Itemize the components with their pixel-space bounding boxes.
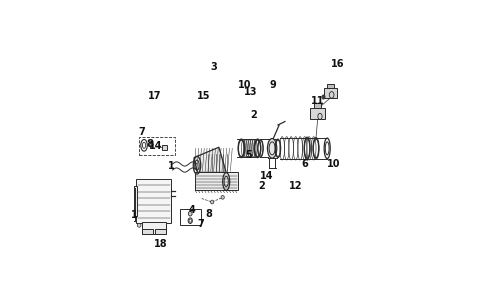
Text: 8: 8 (205, 209, 212, 219)
Text: 14: 14 (149, 141, 162, 151)
Bar (133, 186, 137, 216)
Text: 15: 15 (197, 91, 210, 101)
Bar (195, 172, 238, 190)
Bar (142, 229, 153, 234)
Text: 1: 1 (168, 161, 174, 171)
Text: 9: 9 (270, 80, 276, 90)
Text: 6: 6 (301, 158, 309, 168)
Ellipse shape (150, 142, 153, 148)
Bar (136, 179, 171, 223)
Text: 13: 13 (244, 87, 257, 97)
Text: 2: 2 (258, 181, 264, 191)
Text: 7: 7 (138, 127, 145, 137)
Ellipse shape (188, 211, 192, 216)
Circle shape (137, 224, 141, 227)
Polygon shape (194, 147, 226, 172)
Bar (162, 145, 167, 149)
Bar (314, 103, 321, 108)
Text: 8: 8 (146, 139, 153, 149)
Text: 10: 10 (327, 158, 340, 168)
Bar (139, 137, 175, 155)
Text: 16: 16 (331, 59, 344, 69)
Bar (327, 84, 334, 88)
Text: 12: 12 (288, 181, 302, 191)
Ellipse shape (211, 200, 214, 204)
Bar (310, 108, 325, 119)
Ellipse shape (221, 195, 224, 199)
Text: 2: 2 (251, 109, 257, 119)
Text: 3: 3 (210, 62, 216, 72)
Ellipse shape (322, 95, 325, 99)
Bar (142, 222, 166, 234)
Bar (155, 229, 166, 234)
Text: 1: 1 (131, 210, 138, 220)
Text: 7: 7 (197, 219, 204, 229)
Text: 5: 5 (245, 150, 252, 160)
Text: 10: 10 (238, 80, 252, 90)
Ellipse shape (267, 138, 277, 158)
Text: 11: 11 (311, 95, 324, 105)
Text: 17: 17 (148, 91, 161, 101)
Text: 4: 4 (189, 205, 195, 215)
Text: 14: 14 (260, 171, 273, 181)
Bar (324, 88, 337, 98)
Text: 18: 18 (154, 239, 168, 249)
Bar (180, 209, 201, 225)
